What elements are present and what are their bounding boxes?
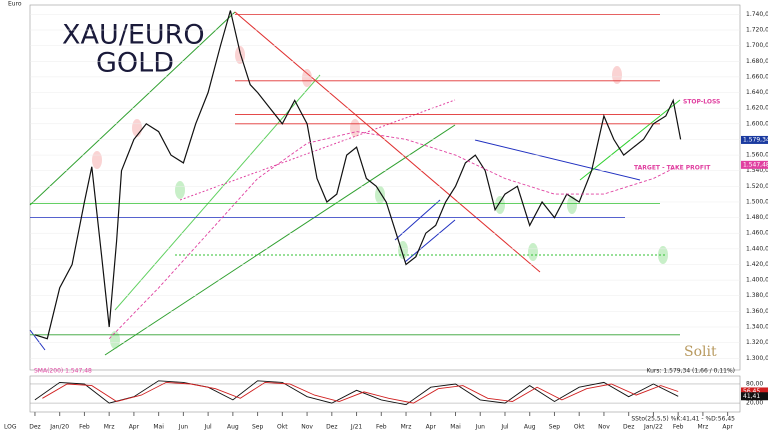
x-tick-label: Apr <box>426 424 437 431</box>
x-tick-label: Jun <box>475 424 486 431</box>
x-tick-label: Okt <box>277 424 288 431</box>
x-tick-label: Sep <box>252 424 264 431</box>
x-tick-label: Nov <box>301 424 313 431</box>
x-tick-label: Feb <box>673 424 684 431</box>
y-tick-label: 1.340,00 <box>746 324 768 331</box>
scale-label: LOG <box>4 424 17 431</box>
price-badge-label: 1.547,48 <box>743 161 768 168</box>
x-tick-label: Mrz <box>401 424 412 431</box>
y-tick-label: 1.560,00 <box>746 152 768 159</box>
x-tick-label: Aug <box>524 424 536 431</box>
target: TARGET - TAKE PROFIT <box>634 165 711 172</box>
x-tick-label: Sep <box>549 424 561 431</box>
y-tick-label: 1.540,00 <box>746 167 768 174</box>
chart-title: XAU/EURO <box>62 20 205 51</box>
x-tick-label: Mai <box>450 424 461 431</box>
y-tick-label: 1.320,00 <box>746 339 768 346</box>
x-tick-label: Feb <box>79 424 90 431</box>
x-tick-label: Dez <box>29 424 40 431</box>
stop-loss: STOP-LOSS <box>683 99 720 106</box>
y-tick-label: 1.300,00 <box>746 355 768 362</box>
y-label: Euro <box>8 1 22 8</box>
y-tick-label: 1.640,00 <box>746 89 768 96</box>
highlights <box>92 46 668 349</box>
y-tick-label: 1.520,00 <box>746 183 768 190</box>
y-tick-label: 1.360,00 <box>746 308 768 315</box>
y-tick-label: 1.460,00 <box>746 230 768 237</box>
x-tick-label: Okt <box>574 424 585 431</box>
y-tick-label: 1.720,00 <box>746 27 768 34</box>
x-tick-label: Jul <box>500 424 509 431</box>
x-tick-label: Jun <box>178 424 189 431</box>
quote: Kurs: 1.579,34 (1,66 / 0,11%) <box>646 368 735 375</box>
osc-frame <box>29 375 741 413</box>
y-tick-label: 1.400,00 <box>746 277 768 284</box>
x-tick-label: Dez <box>326 424 337 431</box>
series-line <box>34 10 682 340</box>
y-tick-label: 1.680,00 <box>746 58 768 65</box>
chart-subtitle: GOLD <box>96 48 174 79</box>
x-tick-label: Apr <box>722 424 733 431</box>
series-line <box>34 380 679 406</box>
price-badge-label: 56,45 <box>743 388 760 395</box>
price-badge <box>741 392 768 401</box>
logo: Solit <box>684 344 717 360</box>
x-tick-label: Mrz <box>104 424 115 431</box>
x-tick-label: Nov <box>598 424 610 431</box>
x-tick-label: Dez <box>623 424 634 431</box>
osc-title: SSto(25,5,5) %K:41,41 - %D:56,45 <box>631 416 735 423</box>
y-tick-label: 1.660,00 <box>746 73 768 80</box>
price-badge-label: 41,41 <box>743 393 760 400</box>
x-tick-label: Feb <box>376 424 387 431</box>
y-tick-label: 1.380,00 <box>746 292 768 299</box>
x-tick-label: Mai <box>153 424 164 431</box>
y-tick-label: 1.440,00 <box>746 245 768 252</box>
y-tick-label: 1.480,00 <box>746 214 768 221</box>
x-tick-label: Jan/20 <box>49 424 69 431</box>
y-tick-label: 1.420,00 <box>746 261 768 268</box>
x-tick-label: J/21 <box>350 424 363 431</box>
series-line <box>42 381 679 404</box>
y-tick-label: 20,00 <box>746 400 763 407</box>
plot-frame <box>29 4 741 371</box>
y-tick-label: 1.620,00 <box>746 105 768 112</box>
y-tick-label: 1.700,00 <box>746 42 768 49</box>
series-line <box>108 131 681 340</box>
y-tick-label: 1.600,00 <box>746 120 768 127</box>
y-tick-label: 80,00 <box>746 380 763 387</box>
x-tick-label: Aug <box>227 424 239 431</box>
sma-label: SMA(200) 1.547,48 <box>34 368 92 375</box>
x-tick-label: Mrz <box>697 424 708 431</box>
y-tick-label: 1.740,00 <box>746 11 768 18</box>
x-tick-label: Jan/22 <box>643 424 663 431</box>
x-tick-label: Apr <box>129 424 140 431</box>
price-badge <box>741 135 768 144</box>
price-badge <box>741 160 768 169</box>
price-badge-label: 1.579,34 <box>743 136 768 143</box>
y-tick-label: 1.500,00 <box>746 198 768 205</box>
price-badge <box>741 387 768 396</box>
x-tick-label: Jul <box>203 424 212 431</box>
